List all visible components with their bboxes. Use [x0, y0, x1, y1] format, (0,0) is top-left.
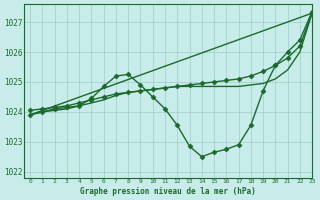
X-axis label: Graphe pression niveau de la mer (hPa): Graphe pression niveau de la mer (hPa): [80, 187, 256, 196]
